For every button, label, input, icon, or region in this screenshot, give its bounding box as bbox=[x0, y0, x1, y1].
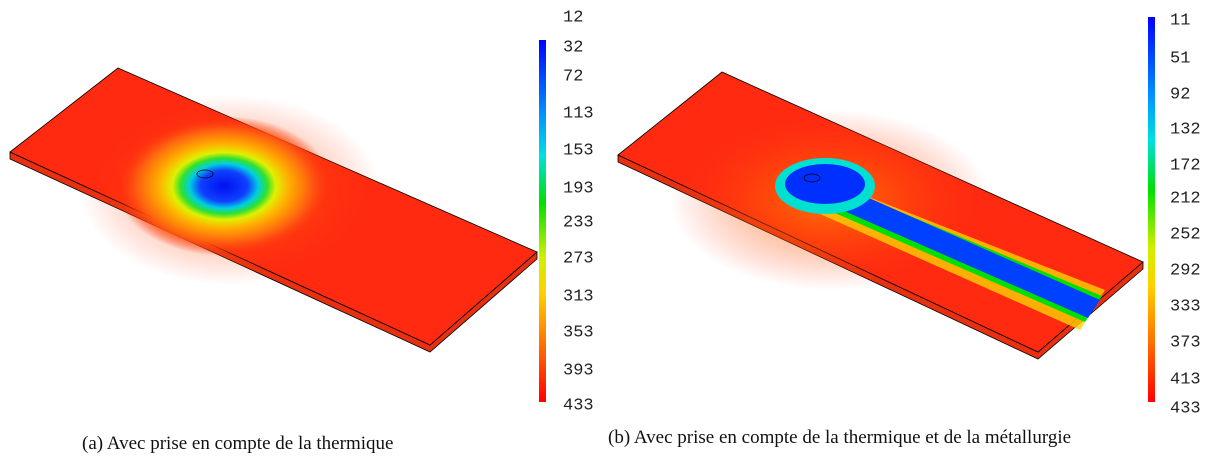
colorbar-label: 233 bbox=[563, 213, 594, 232]
colorbar-label: 51 bbox=[1170, 49, 1190, 68]
colorbar-label: 193 bbox=[563, 179, 594, 198]
colorbar-label: 373 bbox=[1170, 333, 1201, 352]
colorbar-label: 333 bbox=[1170, 297, 1201, 316]
colorbar-label: 393 bbox=[563, 361, 594, 380]
plate-b bbox=[617, 71, 1144, 360]
colorbar-a bbox=[539, 40, 546, 402]
colorbar-label: 353 bbox=[563, 323, 594, 342]
caption: (a) Avec prise en compte de la thermique bbox=[82, 433, 394, 454]
plate-a bbox=[9, 67, 538, 353]
colorbar-label: 132 bbox=[1170, 120, 1201, 139]
colorbar-label: 72 bbox=[563, 67, 583, 86]
colorbar-label: 153 bbox=[563, 141, 594, 160]
colorbar-label: 413 bbox=[1170, 370, 1201, 389]
colorbar-label: 273 bbox=[563, 249, 594, 268]
colorbar-label: 252 bbox=[1170, 225, 1201, 244]
caption: (b) Avec prise en compte de la thermique… bbox=[608, 427, 1072, 448]
colorbar-label: 433 bbox=[1170, 399, 1201, 418]
colorbar-label: 292 bbox=[1170, 261, 1201, 280]
colorbar-label: 32 bbox=[563, 38, 583, 57]
colorbar-label: 12 bbox=[563, 8, 583, 27]
colorbar-label: 92 bbox=[1170, 85, 1190, 104]
colorbar-label: 113 bbox=[563, 104, 594, 123]
colorbar-label: 172 bbox=[1170, 156, 1201, 175]
colorbar-label: 313 bbox=[563, 287, 594, 306]
colorbar-label: 433 bbox=[563, 396, 594, 415]
colorbar-b bbox=[1148, 17, 1155, 402]
colorbar-label: 11 bbox=[1170, 11, 1190, 30]
colorbar-label: 212 bbox=[1170, 189, 1201, 208]
